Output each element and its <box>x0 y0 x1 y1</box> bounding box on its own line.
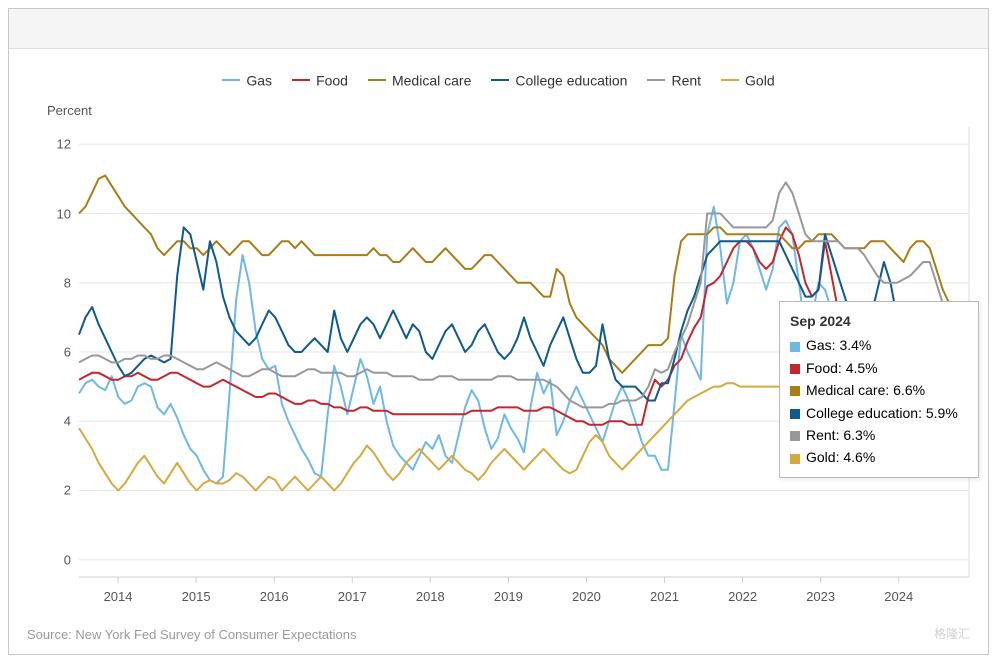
legend-item-food[interactable]: Food <box>292 71 348 88</box>
legend-swatch <box>491 79 509 81</box>
tooltip-row: Gas: 3.4% <box>790 334 968 356</box>
x-tick-label: 2018 <box>416 589 445 604</box>
legend-item-gas[interactable]: Gas <box>222 71 272 88</box>
legend-label: College education <box>515 72 627 88</box>
tooltip-swatch <box>790 409 800 419</box>
tooltip-label: Gas: 3.4% <box>806 337 871 353</box>
tooltip-row: Rent: 6.3% <box>790 424 968 446</box>
legend-swatch <box>292 79 310 81</box>
y-tick-label: 8 <box>64 275 71 290</box>
x-tick-label: 2019 <box>494 589 523 604</box>
chart-frame: Gas Food Medical care College education Rent… <box>8 8 989 655</box>
legend-item-gold[interactable]: Gold <box>721 71 775 88</box>
tooltip-label: Gold: 4.6% <box>806 449 875 465</box>
legend-swatch <box>647 79 665 81</box>
x-tick-label: 2021 <box>650 589 679 604</box>
chart-tooltip: Sep 2024 Gas: 3.4% Food: 4.5% Medical care:… <box>779 301 979 478</box>
tooltip-label: Food: 4.5% <box>806 360 878 376</box>
tooltip-row: College education: 5.9% <box>790 402 968 424</box>
x-tick-label: 2014 <box>104 589 133 604</box>
tooltip-swatch <box>790 454 800 464</box>
y-tick-label: 12 <box>57 137 71 152</box>
y-tick-label: 4 <box>64 414 71 429</box>
legend-swatch <box>368 79 386 81</box>
legend-item-rent[interactable]: Rent <box>647 71 701 88</box>
x-tick-label: 2020 <box>572 589 601 604</box>
legend-label: Medical care <box>392 72 471 88</box>
legend-label: Gold <box>745 72 775 88</box>
legend-swatch <box>222 79 240 81</box>
tooltip-swatch <box>790 364 800 374</box>
y-tick-label: 10 <box>57 206 71 221</box>
tooltip-label: Medical care: 6.6% <box>806 382 925 398</box>
legend-label: Food <box>316 72 348 88</box>
y-axis-label: Percent <box>47 103 92 118</box>
x-tick-label: 2022 <box>728 589 757 604</box>
y-tick-label: 2 <box>64 483 71 498</box>
legend-item-college-education[interactable]: College education <box>491 71 627 88</box>
top-band <box>9 9 988 49</box>
x-tick-label: 2023 <box>806 589 835 604</box>
tooltip-swatch <box>790 431 800 441</box>
x-tick-label: 2016 <box>260 589 289 604</box>
tooltip-label: College education: 5.9% <box>806 405 958 421</box>
y-tick-label: 0 <box>64 552 71 567</box>
y-tick-label: 6 <box>64 345 71 360</box>
legend-swatch <box>721 79 739 81</box>
legend-label: Rent <box>671 72 701 88</box>
tooltip-swatch <box>790 386 800 396</box>
tooltip-row: Medical care: 6.6% <box>790 379 968 401</box>
tooltip-title: Sep 2024 <box>790 310 968 332</box>
x-tick-label: 2015 <box>182 589 211 604</box>
legend-label: Gas <box>246 72 272 88</box>
legend[interactable]: Gas Food Medical care College education Rent… <box>9 71 988 88</box>
tooltip-row: Gold: 4.6% <box>790 446 968 468</box>
source-note: Source: New York Fed Survey of Consumer … <box>27 627 357 642</box>
legend-item-medical-care[interactable]: Medical care <box>368 71 471 88</box>
tooltip-swatch <box>790 342 800 352</box>
watermark: 格隆汇 <box>934 625 970 642</box>
x-tick-label: 2017 <box>338 589 367 604</box>
tooltip-label: Rent: 6.3% <box>806 427 875 443</box>
x-tick-label: 2024 <box>884 589 913 604</box>
tooltip-row: Food: 4.5% <box>790 357 968 379</box>
